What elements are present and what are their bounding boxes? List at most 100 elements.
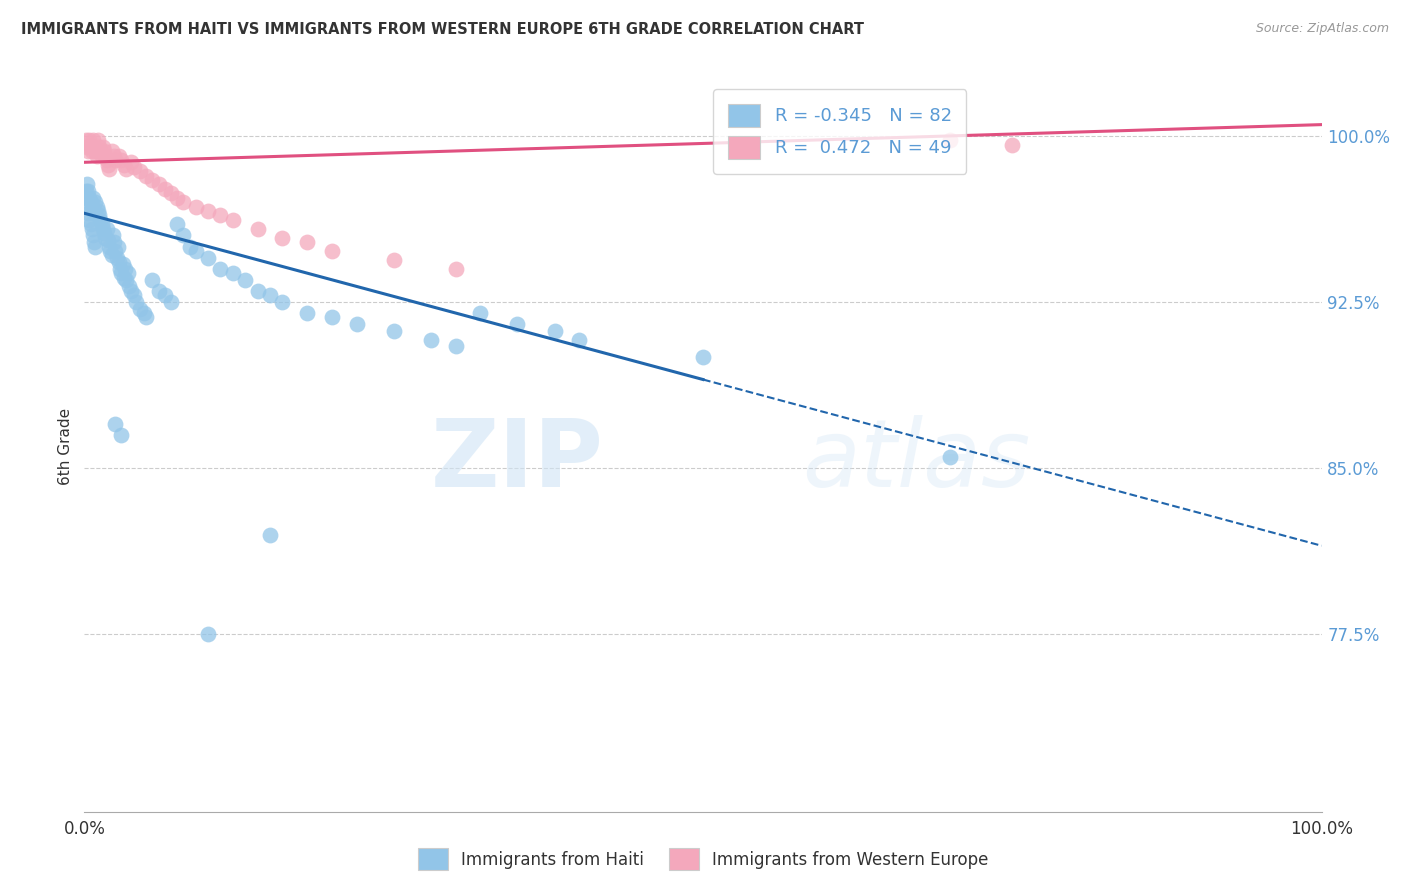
Point xyxy=(1001,137,1024,152)
Point xyxy=(259,527,281,541)
Point xyxy=(209,209,232,223)
Point xyxy=(93,145,115,159)
Point xyxy=(86,200,108,214)
Point xyxy=(110,153,132,167)
Point xyxy=(141,173,163,187)
Point xyxy=(382,324,405,338)
Point xyxy=(89,213,111,227)
Point xyxy=(79,218,101,232)
Point xyxy=(506,317,529,331)
Point xyxy=(197,204,219,219)
Point xyxy=(222,266,245,280)
Point xyxy=(76,178,98,192)
Text: ZIP: ZIP xyxy=(432,415,605,507)
Point xyxy=(91,221,114,235)
Legend: R = -0.345   N = 82, R =  0.472   N = 49: R = -0.345 N = 82, R = 0.472 N = 49 xyxy=(713,89,966,174)
Point xyxy=(100,145,122,159)
Point xyxy=(96,221,118,235)
Point xyxy=(103,148,125,162)
Point xyxy=(172,228,194,243)
Point xyxy=(470,306,492,320)
Point xyxy=(543,324,565,338)
Point xyxy=(75,133,97,147)
Point xyxy=(86,148,108,162)
Text: IMMIGRANTS FROM HAITI VS IMMIGRANTS FROM WESTERN EUROPE 6TH GRADE CORRELATION CH: IMMIGRANTS FROM HAITI VS IMMIGRANTS FROM… xyxy=(21,22,865,37)
Point xyxy=(122,160,145,174)
Point xyxy=(939,450,962,464)
Point xyxy=(939,133,962,147)
Point xyxy=(148,284,170,298)
Point xyxy=(246,284,269,298)
Point xyxy=(93,226,115,240)
Point xyxy=(172,195,194,210)
Point xyxy=(108,148,131,162)
Point xyxy=(132,306,155,320)
Point xyxy=(91,140,114,154)
Point xyxy=(259,288,281,302)
Point xyxy=(108,255,131,269)
Point xyxy=(114,261,136,276)
Point xyxy=(80,221,103,235)
Point xyxy=(76,200,98,214)
Y-axis label: 6th Grade: 6th Grade xyxy=(58,408,73,484)
Point xyxy=(80,145,103,159)
Point xyxy=(79,133,101,147)
Point xyxy=(444,261,467,276)
Point xyxy=(87,204,110,219)
Point xyxy=(135,169,157,183)
Point xyxy=(97,157,120,171)
Point xyxy=(79,140,101,154)
Point xyxy=(79,213,101,227)
Point xyxy=(83,140,105,154)
Point xyxy=(100,248,122,262)
Point xyxy=(135,310,157,325)
Point xyxy=(87,133,110,147)
Point xyxy=(179,239,201,253)
Point xyxy=(125,294,148,309)
Point xyxy=(89,145,111,159)
Text: Source: ZipAtlas.com: Source: ZipAtlas.com xyxy=(1256,22,1389,36)
Point xyxy=(80,200,103,214)
Point xyxy=(77,184,100,198)
Point xyxy=(83,206,105,220)
Point xyxy=(246,221,269,235)
Point xyxy=(103,235,125,249)
Point xyxy=(89,209,111,223)
Point xyxy=(90,218,112,232)
Point xyxy=(82,133,104,147)
Point xyxy=(90,148,112,162)
Point xyxy=(111,257,134,271)
Point xyxy=(295,306,318,320)
Point xyxy=(105,251,128,265)
Point xyxy=(271,294,294,309)
Point xyxy=(77,145,100,159)
Point xyxy=(112,157,135,171)
Point xyxy=(94,148,117,162)
Point xyxy=(346,317,368,331)
Point xyxy=(197,627,219,641)
Point xyxy=(110,428,132,442)
Point xyxy=(79,191,101,205)
Point xyxy=(84,145,107,159)
Point xyxy=(166,218,188,232)
Point xyxy=(83,235,105,249)
Point xyxy=(112,270,135,285)
Point xyxy=(79,195,101,210)
Point xyxy=(120,155,142,169)
Point xyxy=(98,244,121,258)
Point xyxy=(321,244,343,258)
Point xyxy=(153,182,176,196)
Point xyxy=(382,252,405,267)
Point xyxy=(117,266,139,280)
Point xyxy=(118,279,141,293)
Point xyxy=(209,261,232,276)
Text: atlas: atlas xyxy=(801,415,1031,506)
Point xyxy=(89,140,111,154)
Point xyxy=(76,140,98,154)
Point xyxy=(222,213,245,227)
Point xyxy=(153,288,176,302)
Point xyxy=(110,261,132,276)
Point xyxy=(233,273,256,287)
Point xyxy=(82,228,104,243)
Point xyxy=(295,235,318,249)
